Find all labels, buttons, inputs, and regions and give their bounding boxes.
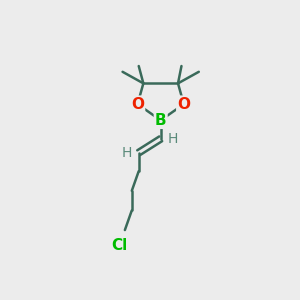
Text: O: O	[131, 97, 144, 112]
Text: H: H	[167, 132, 178, 146]
Text: O: O	[177, 97, 190, 112]
Text: H: H	[122, 146, 132, 160]
Text: B: B	[155, 113, 167, 128]
Text: Cl: Cl	[111, 238, 127, 253]
